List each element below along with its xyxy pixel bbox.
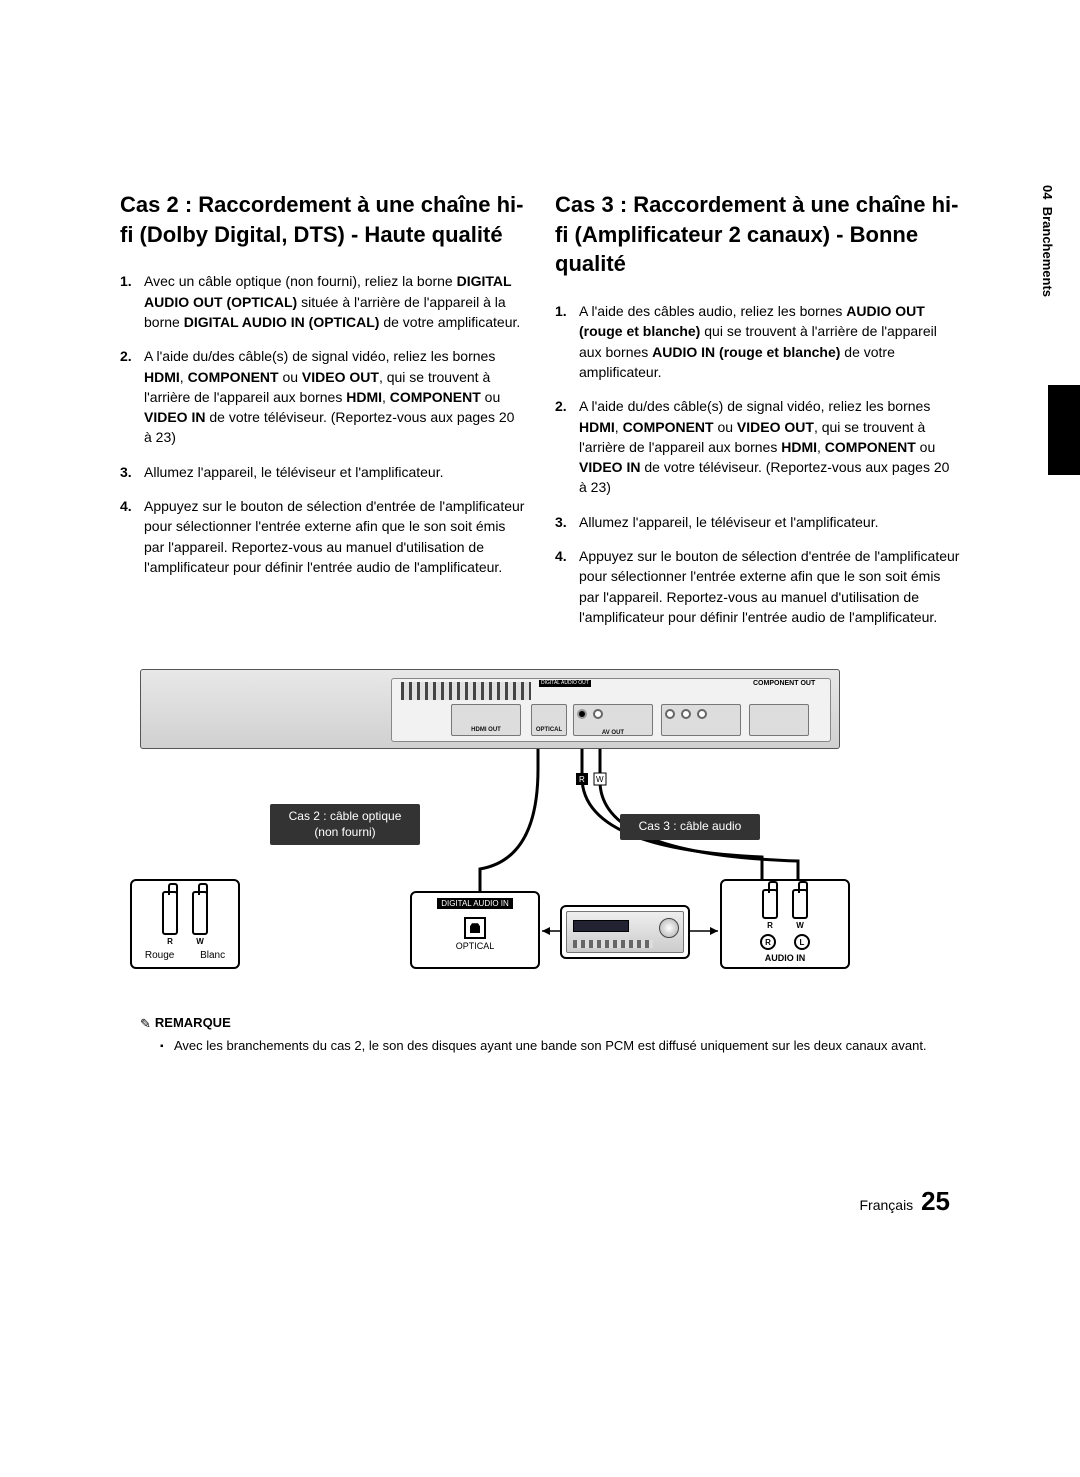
list-item: A l'aide du/des câble(s) de signal vidéo… bbox=[555, 396, 960, 497]
jack-r-icon: R bbox=[760, 934, 776, 950]
audio-cable-label: Cas 3 : câble audio bbox=[620, 814, 760, 840]
rca-white-icon bbox=[593, 709, 603, 719]
component-port bbox=[661, 704, 741, 736]
plug-icon bbox=[192, 891, 208, 935]
chapter-label: 04 Branchements bbox=[1040, 185, 1055, 297]
side-thumb-marker bbox=[1048, 385, 1080, 475]
optical-in-box: DIGITAL AUDIO IN OPTICAL bbox=[410, 891, 540, 969]
digital-audio-in-label: DIGITAL AUDIO IN bbox=[437, 898, 513, 909]
rca-plugs-box: R W Rouge Blanc bbox=[130, 879, 240, 969]
optical-port: OPTICAL bbox=[531, 704, 567, 736]
audio-in-box: R W R L AUDIO IN bbox=[720, 879, 850, 969]
page-footer: Français 25 bbox=[860, 1186, 951, 1217]
amplifier-box bbox=[560, 905, 690, 959]
column-cas3: Cas 3 : Raccordement à une chaîne hi-fi … bbox=[555, 190, 960, 641]
page-number: 25 bbox=[921, 1186, 950, 1216]
page-content: Cas 2 : Raccordement à une chaîne hi-fi … bbox=[120, 190, 960, 1056]
av-out-port: AV OUT bbox=[573, 704, 653, 736]
audio-in-label: AUDIO IN bbox=[722, 953, 848, 963]
amplifier-icon bbox=[566, 911, 684, 953]
two-columns: Cas 2 : Raccordement à une chaîne hi-fi … bbox=[120, 190, 960, 641]
list-item: Allumez l'appareil, le téléviseur et l'a… bbox=[120, 462, 525, 482]
lan-port bbox=[749, 704, 809, 736]
svg-text:W: W bbox=[596, 775, 604, 784]
optical-cable-label: Cas 2 : câble optique (non fourni) bbox=[270, 804, 420, 845]
optical-port-icon bbox=[464, 917, 486, 939]
cas3-steps: A l'aide des câbles audio, reliez les bo… bbox=[555, 301, 960, 627]
list-item: Allumez l'appareil, le téléviseur et l'a… bbox=[555, 512, 960, 532]
remarque-section: ✎ REMARQUE Avec les branchements du cas 2… bbox=[140, 1015, 960, 1056]
side-tab: 04 Branchements bbox=[1024, 185, 1080, 515]
blanc-label: Blanc bbox=[200, 950, 225, 961]
svg-text:R: R bbox=[579, 775, 585, 784]
connection-diagram: R W DIGITAL AUDIO OUT HDMI OUT OPTICAL A… bbox=[130, 669, 870, 989]
list-item: A l'aide du/des câble(s) de signal vidéo… bbox=[120, 346, 525, 447]
list-item: A l'aide des câbles audio, reliez les bo… bbox=[555, 301, 960, 382]
list-item: Avec un câble optique (non fourni), reli… bbox=[120, 271, 525, 332]
digital-audio-out-label: DIGITAL AUDIO OUT bbox=[539, 680, 591, 687]
column-cas2: Cas 2 : Raccordement à une chaîne hi-fi … bbox=[120, 190, 525, 641]
rouge-label: Rouge bbox=[145, 950, 174, 961]
component-label: COMPONENT OUT bbox=[753, 680, 815, 687]
note-icon: ✎ bbox=[140, 1016, 151, 1032]
jack-l-icon: L bbox=[794, 934, 810, 950]
plug-icon bbox=[792, 889, 808, 919]
chapter-number: 04 bbox=[1040, 185, 1055, 199]
plug-icon bbox=[762, 889, 778, 919]
remarque-head: REMARQUE bbox=[155, 1015, 231, 1030]
cas3-title: Cas 3 : Raccordement à une chaîne hi-fi … bbox=[555, 190, 960, 279]
vent-icon bbox=[401, 682, 531, 700]
rca-red-icon bbox=[577, 709, 587, 719]
list-item: Appuyez sur le bouton de sélection d'ent… bbox=[555, 546, 960, 627]
cas2-steps: Avec un câble optique (non fourni), reli… bbox=[120, 271, 525, 577]
plug-icon bbox=[162, 891, 178, 935]
hdmi-port: HDMI OUT bbox=[451, 704, 521, 736]
player-rear-panel: DIGITAL AUDIO OUT HDMI OUT OPTICAL AV OU… bbox=[140, 669, 840, 749]
remarque-body: Avec les branchements du cas 2, le son d… bbox=[140, 1037, 960, 1056]
chapter-title: Branchements bbox=[1040, 207, 1055, 297]
optical-label: OPTICAL bbox=[412, 941, 538, 951]
footer-lang: Français bbox=[860, 1197, 914, 1213]
cas2-title: Cas 2 : Raccordement à une chaîne hi-fi … bbox=[120, 190, 525, 249]
list-item: Appuyez sur le bouton de sélection d'ent… bbox=[120, 496, 525, 577]
